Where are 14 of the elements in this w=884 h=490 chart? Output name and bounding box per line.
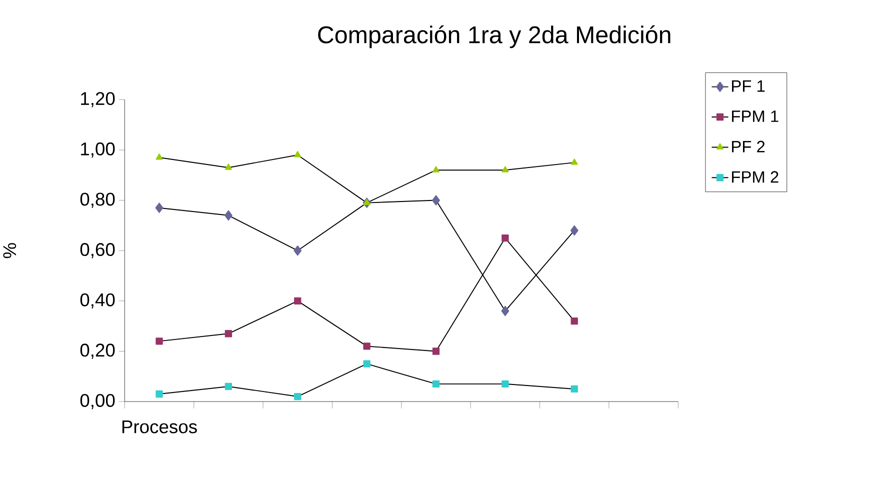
x-tick-label: Procesos xyxy=(122,420,197,434)
y-tick-label: 0,40 xyxy=(80,294,115,309)
y-axis-title: % xyxy=(3,243,16,258)
y-tick-label: 0,20 xyxy=(80,344,115,360)
y-tick-label: 0,80 xyxy=(80,192,115,208)
legend-label: PF 1 xyxy=(732,80,765,92)
legend-label: PF 2 xyxy=(732,140,765,152)
y-tick-label: 1,20 xyxy=(81,92,115,108)
legend-label: FPM 1 xyxy=(732,110,778,122)
legend-label: FPM 2 xyxy=(732,171,778,183)
y-tick-label: 0,60 xyxy=(80,243,115,258)
y-tick-label: 1,00 xyxy=(81,142,115,158)
y-tick-label: 0,00 xyxy=(80,394,115,410)
chart-title: Comparación 1ra y 2da Medición xyxy=(318,26,670,48)
